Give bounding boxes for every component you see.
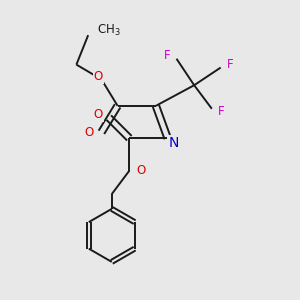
Text: O: O [137,164,146,177]
Text: O: O [85,126,94,139]
Text: F: F [218,105,224,118]
Text: F: F [226,58,233,71]
Text: O: O [94,70,103,83]
Text: CH$_3$: CH$_3$ [97,23,121,38]
Text: F: F [164,49,171,62]
Text: O: O [94,108,103,121]
Text: N: N [168,136,179,150]
